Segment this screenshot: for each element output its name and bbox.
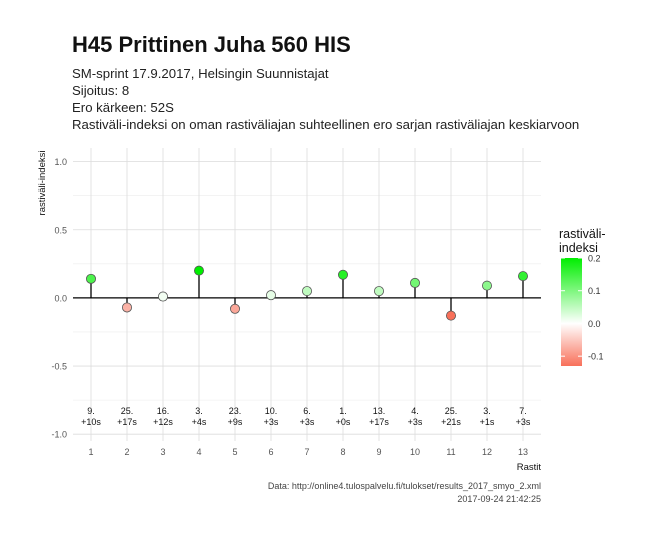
legend: rastiväli- indeksi 0.2 0.1 0.0 -0.1 <box>559 227 606 366</box>
x-axis-label: Rastit <box>517 462 542 473</box>
point-label-rank: 3. <box>195 406 203 416</box>
point-label-diff: +0s <box>336 417 351 427</box>
point-label-rank: 3. <box>483 406 491 416</box>
caption: Data: http://online4.tulospalvelu.fi/tul… <box>268 480 541 506</box>
data-points <box>86 265 529 321</box>
point-label-diff: +9s <box>228 417 243 427</box>
legend-ticks: 0.2 0.1 0.0 -0.1 <box>561 254 604 362</box>
point-label-diff: +1s <box>480 417 495 427</box>
chart-title: H45 Prittinen Juha 560 HIS <box>72 32 351 57</box>
y-tick-label: -1.0 <box>51 430 67 440</box>
chart-subtitle: SM-sprint 17.9.2017, Helsingin Suunnista… <box>72 65 579 133</box>
data-point <box>86 273 97 284</box>
point-label-rank: 1. <box>339 406 347 416</box>
point-label-diff: +21s <box>441 417 461 427</box>
data-point <box>265 290 276 301</box>
x-tick-label: 7 <box>304 447 309 457</box>
data-point <box>229 303 240 314</box>
legend-title-line-2: indeksi <box>559 241 598 255</box>
x-tick-label: 4 <box>196 447 201 457</box>
data-point <box>122 302 133 313</box>
x-tick-label: 2 <box>124 447 129 457</box>
subtitle-description: Rastiväli-indeksi on oman rastiväliajan … <box>72 117 580 132</box>
x-tick-label: 8 <box>340 447 345 457</box>
data-point <box>157 291 168 302</box>
point-label-rank: 13. <box>373 406 386 416</box>
legend-tick-label: 0.2 <box>588 254 601 264</box>
point-label-rank: 7. <box>519 406 527 416</box>
data-point <box>481 280 492 291</box>
data-point <box>193 265 204 276</box>
x-tick-label: 9 <box>376 447 381 457</box>
legend-title-line-1: rastiväli- <box>559 227 606 241</box>
legend-tick-label: 0.0 <box>588 319 601 329</box>
point-label-rank: 25. <box>445 406 458 416</box>
legend-tick-label: -0.1 <box>588 352 604 362</box>
data-point <box>409 277 420 288</box>
y-tick-label: -0.5 <box>51 362 67 372</box>
point-label-diff: +17s <box>117 417 137 427</box>
subtitle-event: SM-sprint 17.9.2017, Helsingin Suunnista… <box>72 66 329 81</box>
point-label-rank: 16. <box>157 406 170 416</box>
point-label-diff: +10s <box>81 417 101 427</box>
point-label-diff: +4s <box>192 417 207 427</box>
point-label-diff: +3s <box>300 417 315 427</box>
x-tick-label: 12 <box>482 447 492 457</box>
x-tick-label: 13 <box>518 447 528 457</box>
y-tick-label: 0.5 <box>54 225 67 235</box>
y-tick-label: 0.0 <box>54 293 67 303</box>
data-point <box>373 286 384 297</box>
point-label-diff: +3s <box>408 417 423 427</box>
legend-colorbar <box>561 258 582 366</box>
timestamp: 2017-09-24 21:42:25 <box>457 494 541 504</box>
point-label-rank: 4. <box>411 406 419 416</box>
data-point <box>337 269 348 280</box>
data-source: Data: http://online4.tulospalvelu.fi/tul… <box>267 481 541 491</box>
data-point <box>445 310 456 321</box>
x-tick-label: 1 <box>88 447 93 457</box>
point-label-rank: 25. <box>121 406 134 416</box>
point-labels: 9.+10s25.+17s16.+12s3.+4s23.+9s10.+3s6.+… <box>81 406 531 427</box>
x-tick-label: 10 <box>410 447 420 457</box>
point-label-rank: 23. <box>229 406 242 416</box>
legend-tick-label: 0.1 <box>588 286 601 296</box>
y-tick-label: 1.0 <box>54 157 67 167</box>
subtitle-placement: Sijoitus: 8 <box>72 83 130 98</box>
data-point <box>301 286 312 297</box>
subtitle-gap: Ero kärkeen: 52S <box>72 100 174 115</box>
data-point <box>518 271 529 282</box>
point-label-diff: +3s <box>264 417 279 427</box>
point-label-rank: 10. <box>265 406 278 416</box>
y-axis-ticks: -1.0 -0.5 0.0 0.5 1.0 <box>51 157 67 440</box>
x-axis-ticks: 1 2 3 4 5 6 7 8 9 10 11 12 13 <box>88 447 528 457</box>
point-label-rank: 6. <box>303 406 311 416</box>
x-tick-label: 5 <box>232 447 237 457</box>
x-tick-label: 3 <box>160 447 165 457</box>
point-label-rank: 9. <box>87 406 95 416</box>
point-label-diff: +17s <box>369 417 389 427</box>
y-axis-label: rastiväli-indeksi <box>37 151 48 216</box>
point-label-diff: +12s <box>153 417 173 427</box>
point-label-diff: +3s <box>516 417 531 427</box>
x-tick-label: 6 <box>268 447 273 457</box>
x-tick-label: 11 <box>446 447 455 457</box>
